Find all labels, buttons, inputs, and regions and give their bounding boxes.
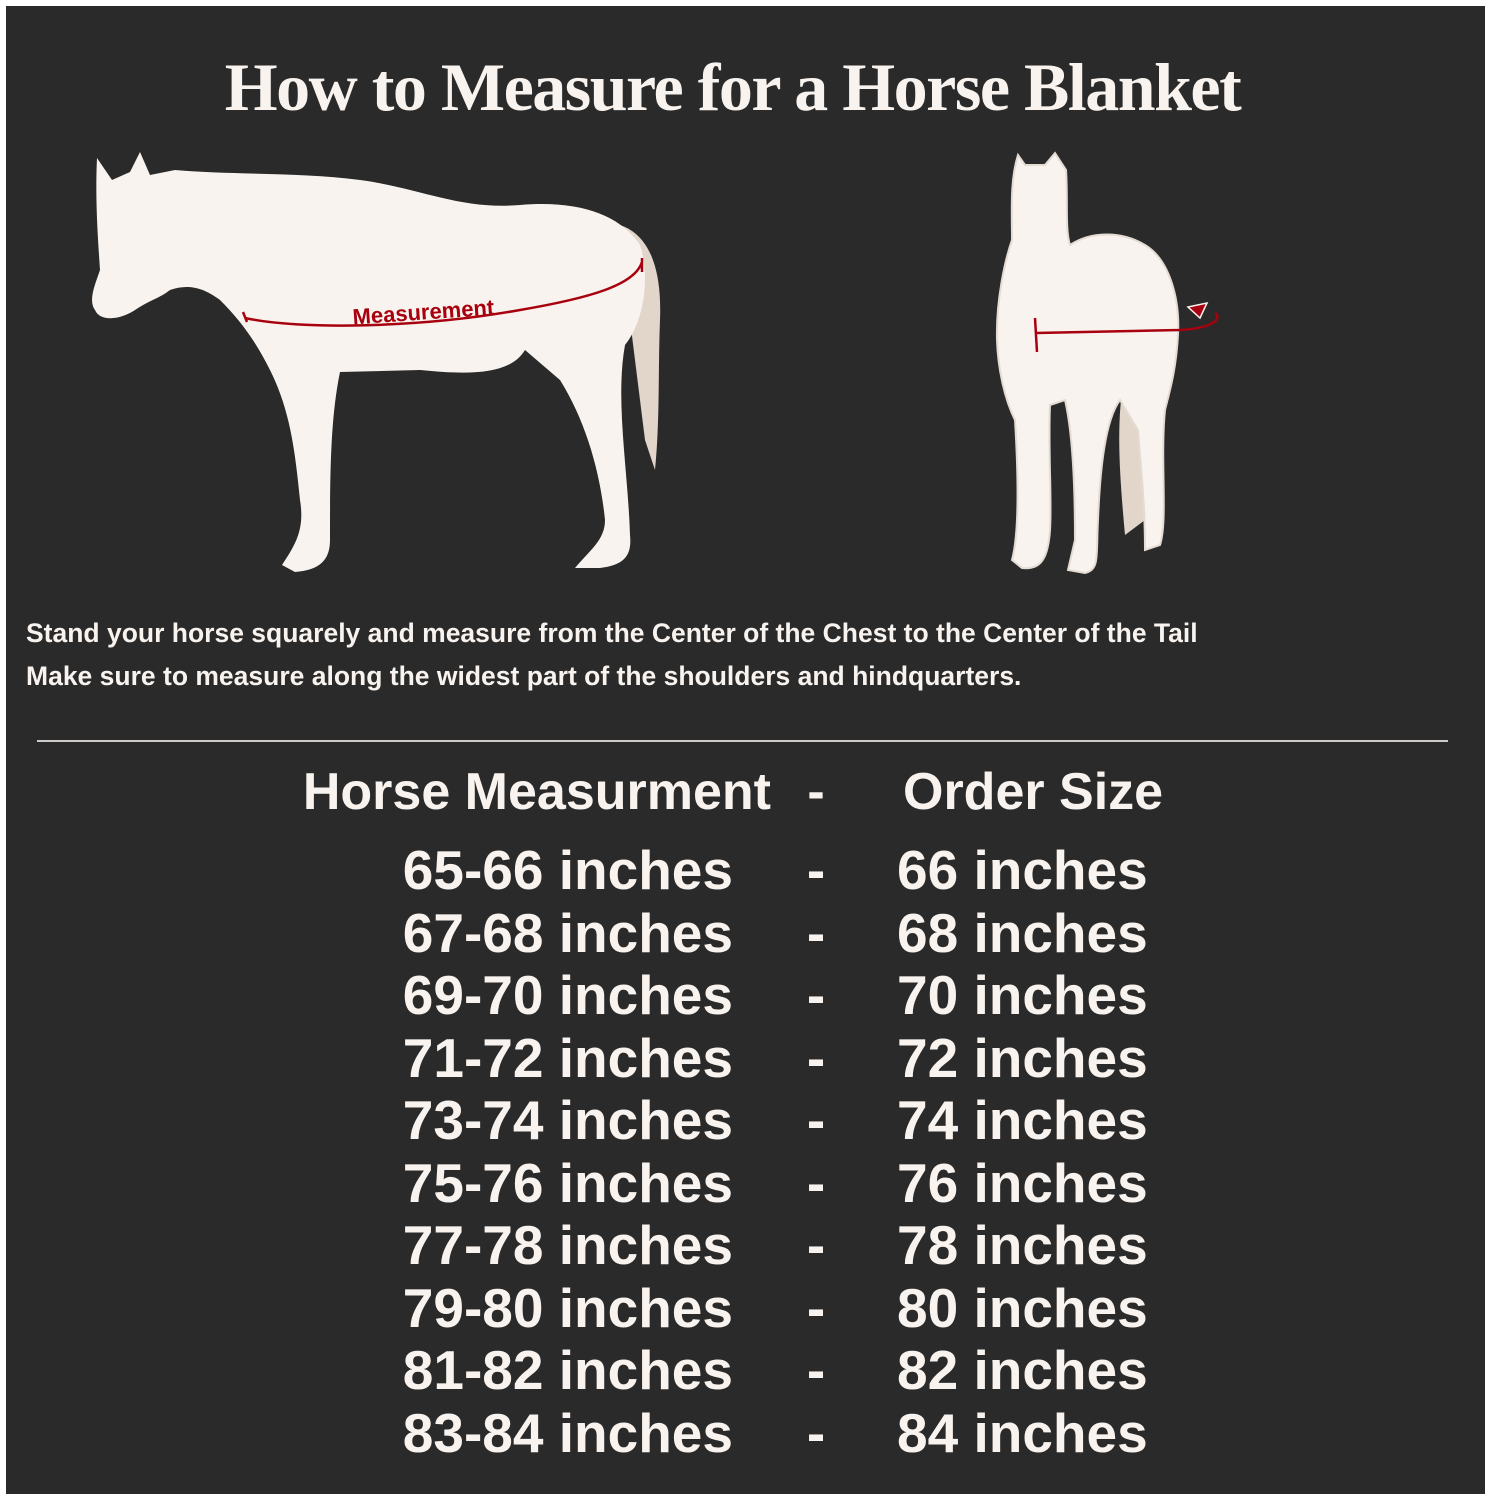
row-separator: -	[806, 1401, 826, 1464]
row-measurement: 79-80 inches	[402, 1276, 733, 1339]
row-order-size: 76 inches	[897, 1151, 1148, 1214]
row-order-size: 72 inches	[897, 1026, 1148, 1089]
row-measurement: 77-78 inches	[402, 1214, 733, 1276]
table-row: 67-68 inches - 68 inches	[0, 901, 1491, 964]
table-row: 75-76 inches - 76 inches	[0, 1151, 1491, 1214]
row-order-size: 66 inches	[897, 839, 1148, 901]
row-measurement: 65-66 inches	[402, 839, 733, 901]
table-row: 71-72 inches - 72 inches	[0, 1026, 1491, 1089]
horse-diagrams: Measurement	[92, 151, 1219, 575]
side-measure-line	[244, 261, 644, 327]
table-row: 79-80 inches - 80 inches	[0, 1276, 1491, 1339]
table-row: 69-70 inches - 70 inches	[0, 963, 1491, 1026]
row-order-size: 78 inches	[897, 1214, 1148, 1276]
table-row: 65-66 inches - 66 inches	[0, 838, 1491, 901]
front-measure-line	[1035, 311, 1219, 335]
instruction-line-1: Stand your horse squarely and measure fr…	[26, 618, 1198, 648]
horse-front-silhouette-icon	[995, 151, 1180, 575]
row-separator: -	[806, 1214, 826, 1276]
row-measurement: 71-72 inches	[402, 1026, 733, 1089]
row-measurement: 81-82 inches	[402, 1339, 733, 1401]
row-measurement: 67-68 inches	[402, 901, 733, 964]
row-order-size: 82 inches	[897, 1339, 1148, 1401]
row-measurement: 75-76 inches	[402, 1151, 733, 1214]
row-order-size: 84 inches	[897, 1401, 1148, 1464]
side-measure-tick-front	[241, 311, 249, 323]
row-separator: -	[806, 964, 826, 1026]
header-horse-measurement: Horse Measurment	[302, 763, 771, 821]
row-measurement: 69-70 inches	[402, 964, 733, 1026]
row-order-size: 74 inches	[897, 1089, 1148, 1151]
front-measure-tick	[1033, 317, 1039, 353]
row-measurement: 73-74 inches	[402, 1089, 733, 1151]
row-separator: -	[806, 1089, 826, 1151]
row-measurement: 83-84 inches	[402, 1401, 733, 1464]
side-body	[92, 152, 646, 572]
row-separator: -	[806, 1276, 826, 1339]
size-table-header: Horse Measurment - Order Size	[0, 762, 1491, 822]
curved-arrow-icon	[1186, 301, 1209, 320]
row-separator: -	[806, 1026, 826, 1089]
page-title: How to Measure for a Horse Blanket	[224, 49, 1242, 125]
table-row: 83-84 inches - 84 inches	[0, 1401, 1491, 1464]
row-order-size: 70 inches	[897, 964, 1148, 1026]
instruction-line-2: Make sure to measure along the widest pa…	[26, 661, 1022, 691]
horse-side-silhouette-icon	[92, 152, 661, 572]
header-separator: -	[807, 763, 825, 821]
table-row: 81-82 inches - 82 inches	[0, 1338, 1491, 1401]
row-order-size: 80 inches	[897, 1276, 1148, 1339]
row-separator: -	[806, 901, 826, 964]
table-row: 77-78 inches - 78 inches	[0, 1213, 1491, 1276]
header-order-size: Order Size	[903, 763, 1164, 821]
divider	[37, 740, 1448, 742]
row-separator: -	[806, 839, 826, 901]
table-row: 73-74 inches - 74 inches	[0, 1088, 1491, 1151]
row-separator: -	[806, 1339, 826, 1401]
row-separator: -	[806, 1151, 826, 1214]
front-body	[995, 151, 1180, 575]
row-order-size: 68 inches	[897, 901, 1148, 964]
